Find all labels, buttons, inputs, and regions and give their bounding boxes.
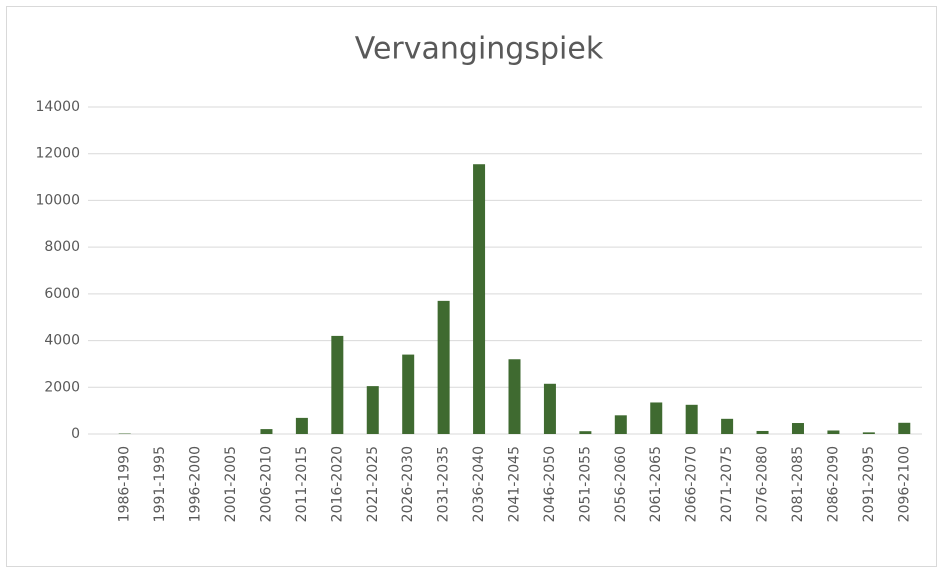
bar xyxy=(862,432,875,434)
bar xyxy=(898,422,911,434)
bar xyxy=(331,335,344,434)
x-tick-label: 2016-2020 xyxy=(329,446,345,522)
x-tick-label: 2086-2090 xyxy=(825,446,841,522)
bar xyxy=(402,354,415,434)
bar xyxy=(685,404,698,434)
x-tick-label: 2096-2100 xyxy=(896,446,912,522)
x-tick-label: 2076-2080 xyxy=(755,446,771,522)
x-tick-label: 2031-2035 xyxy=(436,446,452,522)
x-tick-label: 2011-2015 xyxy=(294,446,310,522)
x-tick-label: 2066-2070 xyxy=(684,446,700,522)
bar xyxy=(260,429,273,434)
bar xyxy=(543,383,556,434)
bar xyxy=(508,359,521,434)
y-tick-label: 6000 xyxy=(44,286,80,302)
x-tick-label: 1991-1995 xyxy=(152,446,168,522)
chart-border xyxy=(6,6,937,567)
x-tick-label: 2006-2010 xyxy=(258,446,274,522)
x-tick-label: 2021-2025 xyxy=(365,446,381,522)
x-tick-label: 2001-2005 xyxy=(223,446,239,522)
chart-title: Vervangingspiek xyxy=(355,32,604,67)
x-tick-label: 2036-2040 xyxy=(471,446,487,522)
y-tick-label: 12000 xyxy=(35,146,80,162)
bar xyxy=(827,430,840,434)
x-tick-label: 2056-2060 xyxy=(613,446,629,522)
x-tick-label: 2051-2055 xyxy=(577,446,593,522)
bar xyxy=(366,386,379,434)
bar xyxy=(579,431,592,434)
x-tick-label: 2071-2075 xyxy=(719,446,735,522)
x-tick-label: 2091-2095 xyxy=(861,446,877,522)
y-tick-label: 10000 xyxy=(35,192,80,208)
y-tick-label: 14000 xyxy=(35,99,80,115)
y-tick-label: 0 xyxy=(71,426,80,442)
x-tick-label: 1986-1990 xyxy=(117,446,133,522)
bar xyxy=(756,430,769,434)
y-tick-label: 8000 xyxy=(44,239,80,255)
x-tick-label: 2041-2045 xyxy=(507,446,523,522)
y-tick-label: 2000 xyxy=(44,379,80,395)
x-tick-label: 2026-2030 xyxy=(400,446,416,522)
bar xyxy=(473,164,486,434)
bar xyxy=(614,415,627,434)
x-tick-label: 1996-2000 xyxy=(188,446,204,522)
x-tick-label: 2081-2085 xyxy=(790,446,806,522)
bar xyxy=(721,418,734,434)
x-tick-label: 2061-2065 xyxy=(648,446,664,522)
bar xyxy=(791,423,804,434)
bar xyxy=(295,417,308,434)
bar xyxy=(650,402,663,434)
bar xyxy=(437,300,450,434)
y-tick-label: 4000 xyxy=(44,333,80,349)
x-tick-label: 2046-2050 xyxy=(542,446,558,522)
